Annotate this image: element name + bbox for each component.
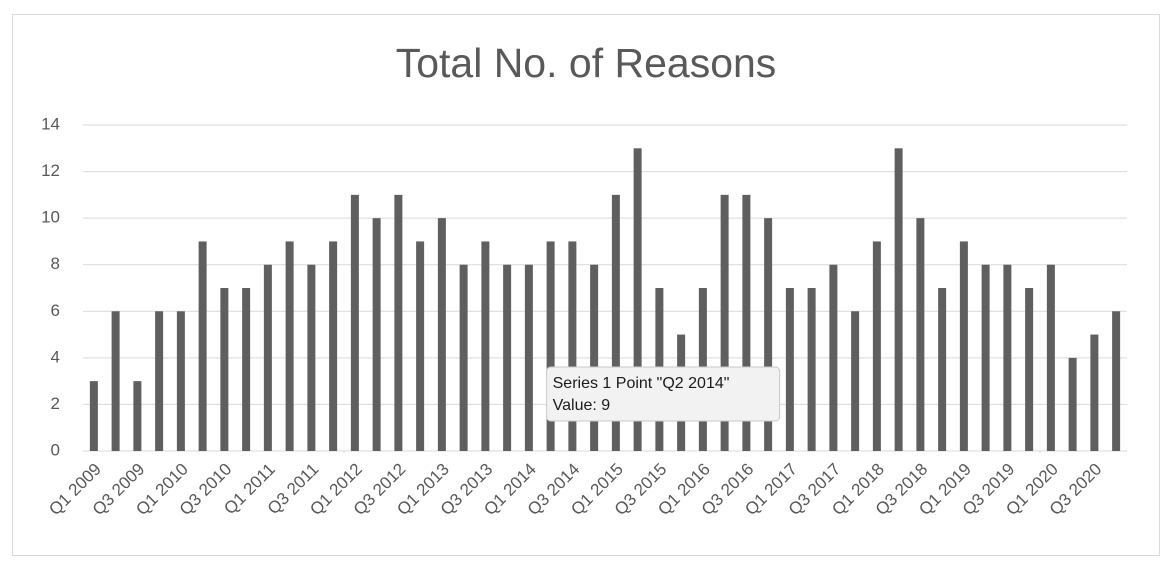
bar: [89, 381, 98, 451]
y-tick-label: 4: [51, 347, 60, 366]
y-tick-label: 10: [41, 208, 60, 227]
bar: [481, 241, 490, 451]
bar: [285, 241, 294, 451]
y-tick-label: 6: [51, 301, 60, 320]
bar: [503, 264, 512, 451]
bar: [916, 218, 925, 451]
bar: [1046, 264, 1055, 451]
bar: [1025, 288, 1034, 451]
bar: [829, 264, 838, 451]
bar: [459, 264, 468, 451]
y-tick-label: 14: [41, 114, 60, 133]
bar: [938, 288, 947, 451]
bar: [437, 218, 446, 451]
bar: [720, 194, 729, 451]
bar: [133, 381, 142, 451]
y-tick-label: 2: [51, 394, 60, 413]
bar: [307, 264, 316, 451]
bar: [633, 148, 642, 452]
bar: [894, 148, 903, 452]
bar: [155, 311, 164, 451]
bar: [959, 241, 968, 451]
bar: [872, 241, 881, 451]
chart-title: Total No. of Reasons: [396, 40, 777, 86]
bar: [524, 264, 533, 451]
bar: [198, 241, 207, 451]
bar: [394, 194, 403, 451]
bar: [263, 264, 272, 451]
bar: [807, 288, 816, 451]
bar: [350, 194, 359, 451]
bar: [785, 288, 794, 451]
tooltip-box: [546, 366, 781, 422]
tooltip-text: Series 1 Point "Q2 2014": [553, 375, 730, 392]
bar: [111, 311, 120, 451]
bar: [742, 194, 751, 451]
y-tick-label: 12: [41, 161, 60, 180]
bar: [220, 288, 229, 451]
bar: [568, 241, 577, 451]
bar: [329, 241, 338, 451]
bar: [1090, 334, 1099, 451]
bar: [764, 218, 773, 451]
y-tick-label: 8: [51, 254, 60, 273]
bar: [416, 241, 425, 451]
bar: [1003, 264, 1012, 451]
bar: [372, 218, 381, 451]
bar: [242, 288, 251, 451]
bar: [611, 194, 620, 451]
bar: [176, 311, 185, 451]
y-tick-label: 0: [51, 440, 60, 459]
bar: [851, 311, 860, 451]
bar: [546, 241, 555, 451]
bar: [981, 264, 990, 451]
bar: [1112, 311, 1121, 451]
bar: [1068, 357, 1077, 451]
bar: [590, 264, 599, 451]
tooltip-text: Value: 9: [553, 397, 611, 414]
